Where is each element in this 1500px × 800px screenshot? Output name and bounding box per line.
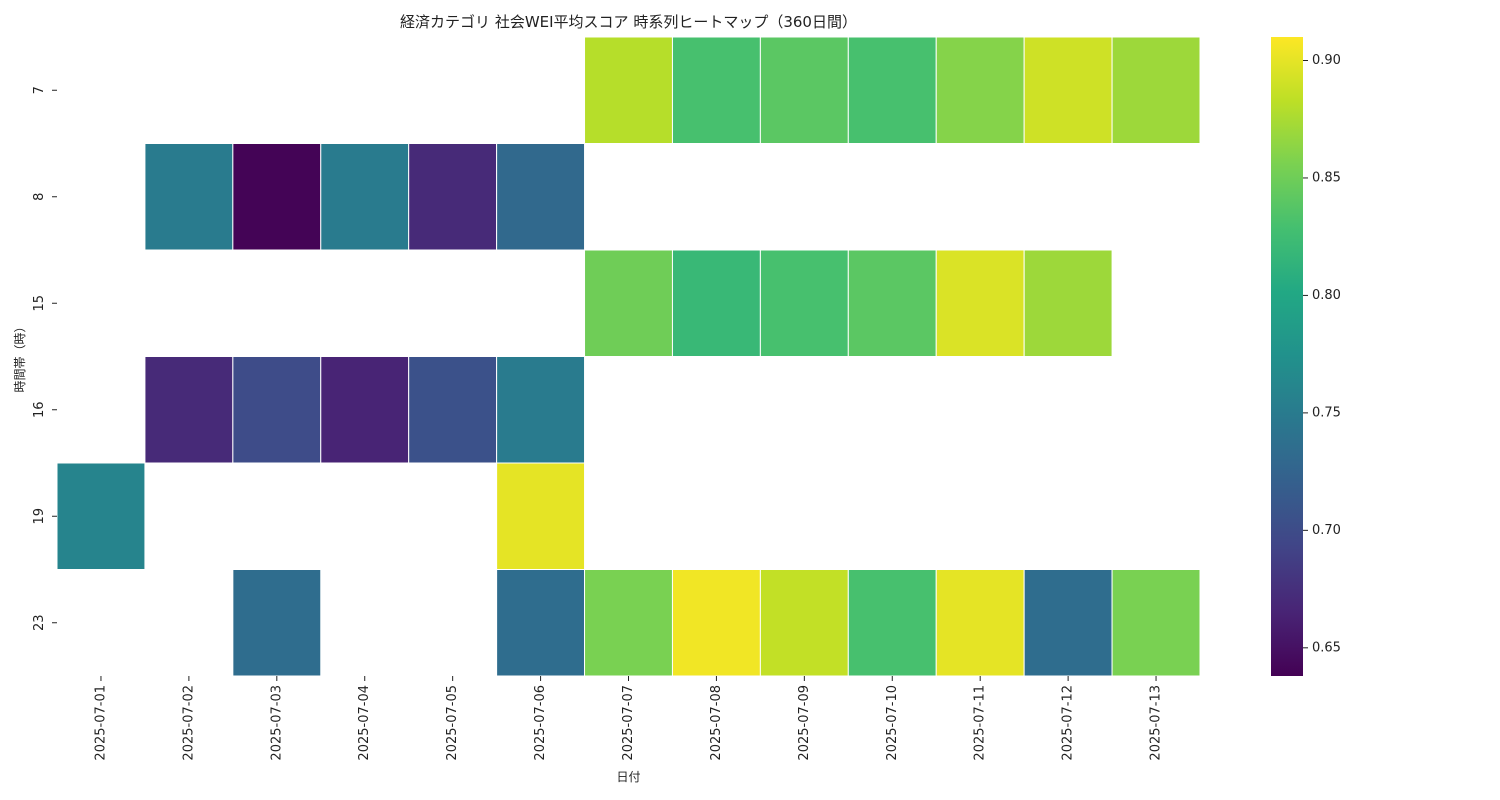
heatmap-cell bbox=[1023, 36, 1113, 144]
x-tick-label: 2025-07-10 bbox=[885, 685, 900, 761]
heatmap-cell bbox=[847, 569, 937, 677]
x-tick-label: 2025-07-08 bbox=[709, 685, 724, 761]
heatmap-cell bbox=[232, 356, 322, 464]
x-tick-label: 2025-07-12 bbox=[1061, 685, 1076, 761]
colorbar-tick-label: 0.85 bbox=[1312, 170, 1341, 185]
heatmap-cell bbox=[935, 36, 1025, 144]
y-tick-label: 7 bbox=[32, 86, 47, 94]
x-tick-label: 2025-07-03 bbox=[269, 685, 284, 761]
x-tick-label: 2025-07-09 bbox=[797, 685, 812, 761]
colorbar-tick-label: 0.80 bbox=[1312, 288, 1341, 303]
heatmap-cell bbox=[1023, 249, 1113, 357]
y-axis-label: 時間帯（時） bbox=[13, 320, 27, 392]
colorbar: 0.65 0.70 0.75 0.80 0.85 0.90 bbox=[1271, 37, 1341, 676]
heatmap-cell bbox=[1111, 569, 1201, 677]
colorbar-gradient bbox=[1271, 37, 1303, 676]
y-tick-label: 19 bbox=[32, 508, 47, 525]
heatmap-cell bbox=[759, 36, 849, 144]
y-tick-label: 23 bbox=[32, 614, 47, 631]
heatmap-cell bbox=[496, 569, 586, 677]
heatmap-cell bbox=[935, 249, 1025, 357]
heatmap-cell bbox=[496, 462, 586, 570]
heatmap-cell bbox=[408, 356, 498, 464]
heatmap-cell bbox=[584, 569, 673, 677]
heatmap-cell bbox=[671, 569, 761, 677]
heatmap-cells bbox=[56, 36, 1201, 677]
heatmap-cell bbox=[584, 249, 673, 357]
x-tick-label: 2025-07-06 bbox=[533, 685, 548, 761]
y-axis-ticks: 7 8 15 16 19 23 bbox=[32, 86, 57, 631]
heatmap-cell bbox=[935, 569, 1025, 677]
colorbar-tick-label: 0.70 bbox=[1312, 523, 1341, 538]
heatmap-cell bbox=[232, 569, 322, 677]
colorbar-tick-label: 0.65 bbox=[1312, 640, 1341, 655]
heatmap-cell bbox=[1023, 569, 1113, 677]
heatmap-cell bbox=[320, 356, 410, 464]
colorbar-tick-label: 0.75 bbox=[1312, 405, 1341, 420]
heatmap-cell bbox=[671, 249, 761, 357]
heatmap-cell bbox=[144, 356, 234, 464]
heatmap-cell bbox=[759, 569, 849, 677]
x-tick-label: 2025-07-01 bbox=[93, 685, 108, 761]
heatmap-cell bbox=[232, 143, 322, 251]
chart-title: 経済カテゴリ 社会WEI平均スコア 時系列ヒートマップ（360日間） bbox=[400, 13, 857, 31]
heatmap-cell bbox=[144, 143, 234, 251]
heatmap-cell bbox=[56, 462, 146, 570]
y-tick-label: 15 bbox=[32, 295, 47, 312]
heatmap-cell bbox=[759, 249, 849, 357]
heatmap-cell bbox=[584, 36, 673, 144]
x-tick-label: 2025-07-04 bbox=[357, 685, 372, 761]
x-tick-label: 2025-07-07 bbox=[621, 685, 636, 761]
x-axis-label: 日付 bbox=[616, 770, 640, 784]
heatmap-cell bbox=[496, 143, 586, 251]
heatmap-cell bbox=[847, 36, 937, 144]
x-axis-ticks: 2025-07-01 2025-07-02 2025-07-03 2025-07-04… bbox=[93, 676, 1164, 761]
heatmap-cell bbox=[847, 249, 937, 357]
heatmap-cell bbox=[320, 143, 410, 251]
colorbar-tick-label: 0.90 bbox=[1312, 53, 1341, 68]
x-tick-label: 2025-07-05 bbox=[445, 685, 460, 761]
heatmap-cell bbox=[496, 356, 586, 464]
heatmap-cell bbox=[1111, 36, 1201, 144]
y-tick-label: 8 bbox=[32, 193, 47, 201]
heatmap-cell bbox=[671, 36, 761, 144]
x-tick-label: 2025-07-13 bbox=[1149, 685, 1164, 761]
x-tick-label: 2025-07-11 bbox=[973, 685, 988, 761]
x-tick-label: 2025-07-02 bbox=[181, 685, 196, 761]
y-tick-label: 16 bbox=[32, 401, 47, 418]
heatmap-cell bbox=[408, 143, 498, 251]
